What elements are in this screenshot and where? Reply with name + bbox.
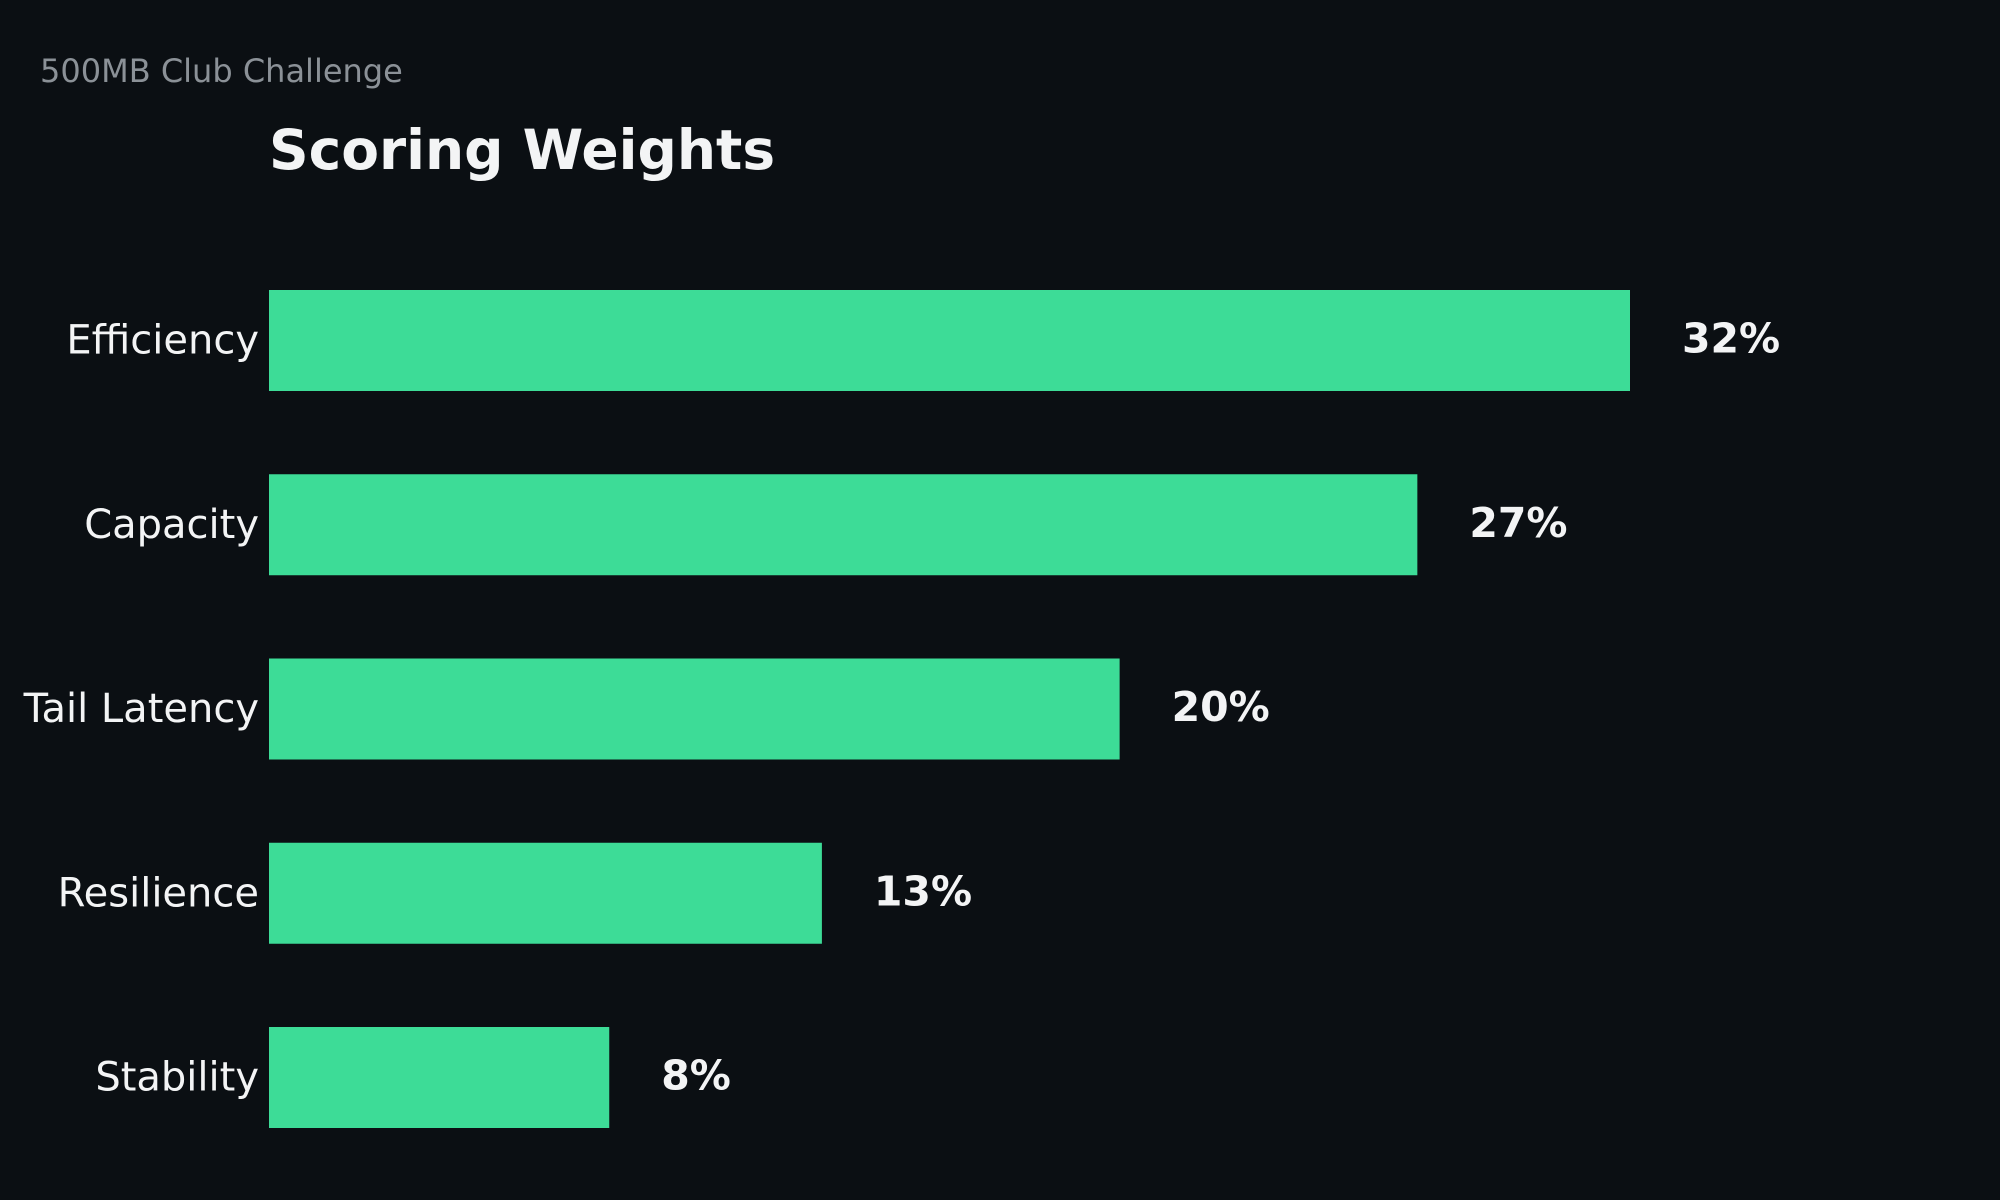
- value-label: 27%: [1469, 499, 1567, 547]
- category-label: Stability: [95, 1055, 259, 1101]
- value-label: 32%: [1682, 315, 1780, 363]
- value-label: 13%: [874, 867, 972, 915]
- category-label: Resilience: [58, 870, 259, 916]
- chart-title: Scoring Weights: [269, 118, 776, 182]
- bar-capacity: [269, 474, 1418, 576]
- category-label: Capacity: [84, 502, 259, 548]
- value-label: 8%: [661, 1052, 731, 1100]
- bar-tail-latency: [269, 658, 1120, 760]
- bar-resilience: [269, 842, 822, 944]
- category-label: Tail Latency: [23, 686, 259, 732]
- bar-stability: [269, 1027, 610, 1128]
- chart-supertitle: 500MB Club Challenge: [40, 52, 403, 90]
- value-label: 20%: [1172, 683, 1270, 731]
- bar-efficiency: [269, 290, 1630, 391]
- category-label: Efficiency: [66, 318, 259, 364]
